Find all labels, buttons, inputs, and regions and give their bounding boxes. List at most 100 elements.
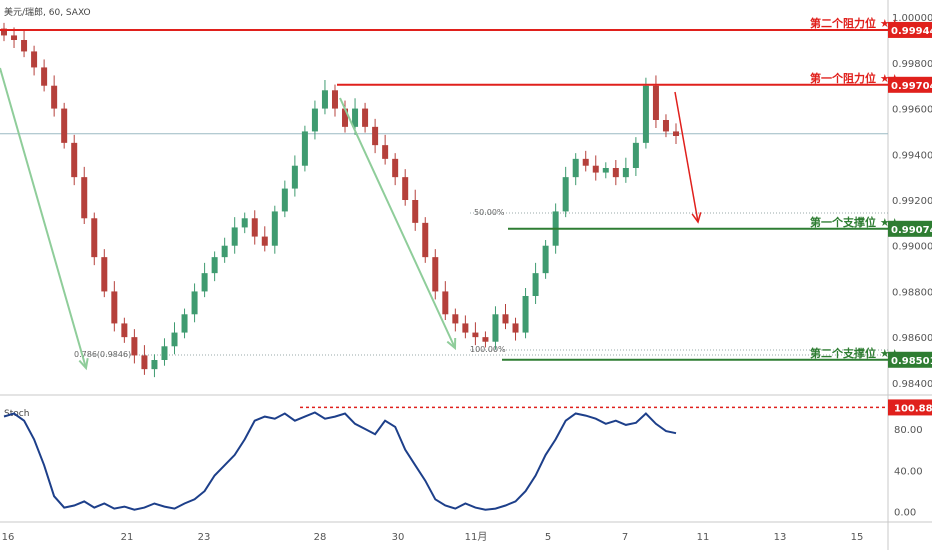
candle-body	[352, 108, 359, 127]
price-tick-label: 0.98600	[892, 333, 932, 344]
candle-body	[652, 85, 659, 120]
candle-body	[171, 332, 178, 347]
price-tick-label: 0.98800	[892, 287, 932, 298]
stoch-tick-label: 80.00	[894, 425, 923, 436]
candle-body	[11, 35, 18, 40]
price-tick-label: 1.00000	[892, 13, 932, 24]
candle-body	[321, 90, 328, 109]
price-tick-label: 0.99400	[892, 150, 932, 161]
candle-body	[211, 257, 218, 274]
candle-body	[271, 211, 278, 246]
level-value: 0.99704	[891, 81, 932, 92]
level-badge	[888, 351, 932, 368]
candle-body	[111, 291, 118, 324]
candle-body	[582, 158, 589, 166]
candle-body	[442, 291, 449, 315]
candle-body	[241, 218, 248, 228]
stoch-line	[3, 411, 677, 511]
candle-body	[41, 67, 48, 86]
candle-body	[562, 177, 569, 212]
candle-body	[1, 28, 7, 36]
candle-body	[482, 337, 489, 342]
time-tick-label: 7	[622, 532, 628, 543]
candle-body	[141, 355, 148, 370]
candle-body	[21, 40, 28, 52]
candle-body	[622, 168, 629, 178]
level-value: 0.99944	[891, 26, 932, 37]
price-tick-label: 0.99800	[892, 59, 932, 70]
time-tick-label: 5	[545, 532, 551, 543]
candle-body	[121, 323, 128, 338]
chart-title: 美元/瑞郎, 60, SAXO	[4, 6, 91, 18]
trend-arrow-down-2-head	[446, 337, 457, 351]
candle-body	[642, 85, 649, 143]
candle-body	[522, 296, 529, 333]
stoch-tick-label: 40.00	[894, 466, 923, 477]
candle-body	[261, 236, 268, 246]
trend-arrow-down-1-shaft	[0, 67, 87, 369]
time-tick-label: 11月	[465, 531, 488, 543]
candle-body	[602, 168, 609, 173]
candle-body	[532, 273, 539, 296]
level-badge	[888, 21, 932, 38]
candle-body	[673, 131, 679, 136]
candle-body	[91, 218, 98, 258]
level-value: 0.99074	[891, 225, 932, 236]
candle-body	[291, 165, 298, 189]
price-tick-label: 0.99600	[892, 105, 932, 116]
candle-body	[101, 257, 108, 292]
price-tick-label: 0.99200	[892, 196, 932, 207]
candle-body	[51, 85, 58, 109]
candle-body	[632, 142, 639, 168]
candle-body	[452, 314, 459, 324]
level-name: 第一个支撑位 ★★	[810, 215, 900, 229]
candle-body	[372, 126, 379, 146]
time-tick-label: 15	[851, 532, 864, 543]
candle-body	[412, 200, 419, 223]
projection-arrow-shaft	[674, 91, 699, 223]
candle-body	[181, 314, 188, 333]
candle-body	[492, 314, 499, 342]
level-name: 第二个支撑位 ★★	[810, 346, 900, 360]
candle-body	[151, 360, 158, 370]
time-tick-label: 23	[198, 532, 211, 543]
candle-body	[542, 245, 549, 274]
level-value: 0.98501	[891, 356, 932, 367]
candle-body	[281, 188, 288, 212]
level-badge	[888, 220, 932, 237]
stoch-level-value: 100.88	[894, 403, 932, 414]
candle-body	[231, 227, 238, 246]
candle-body	[462, 323, 469, 333]
trend-arrow-down-1-head	[78, 357, 89, 371]
level-name: 第二个阻力位 ★★	[810, 16, 900, 30]
candle-body	[572, 158, 579, 178]
candle-body	[432, 257, 439, 292]
candle-body	[512, 323, 519, 333]
candle-body	[161, 346, 168, 360]
candle-body	[61, 108, 68, 143]
stoch-tick-label: 0.00	[894, 508, 916, 519]
stoch-level-badge	[888, 399, 932, 416]
projection-arrow-head	[691, 212, 702, 224]
candle-body	[612, 168, 619, 178]
candle-body	[311, 108, 318, 132]
stoch-label: Stoch	[4, 409, 29, 419]
candle-body	[662, 120, 669, 132]
time-tick-label: 30	[392, 532, 405, 543]
time-tick-label: 16	[2, 532, 15, 543]
time-tick-label: 28	[314, 532, 327, 543]
time-tick-label: 11	[697, 532, 710, 543]
candle-body	[301, 131, 308, 166]
candle-body	[362, 108, 369, 127]
candle-body	[221, 245, 228, 258]
candle-body	[422, 222, 429, 258]
candle-body	[472, 332, 479, 338]
time-tick-label: 21	[121, 532, 134, 543]
candle-body	[201, 273, 208, 292]
fib-label-100: 100.00%	[470, 345, 506, 354]
candle-body	[502, 314, 509, 324]
candle-body	[191, 291, 198, 315]
candle-body	[342, 108, 349, 127]
candle-body	[402, 177, 409, 200]
fib-label-0786: 0.786(0.9846)	[74, 350, 131, 359]
